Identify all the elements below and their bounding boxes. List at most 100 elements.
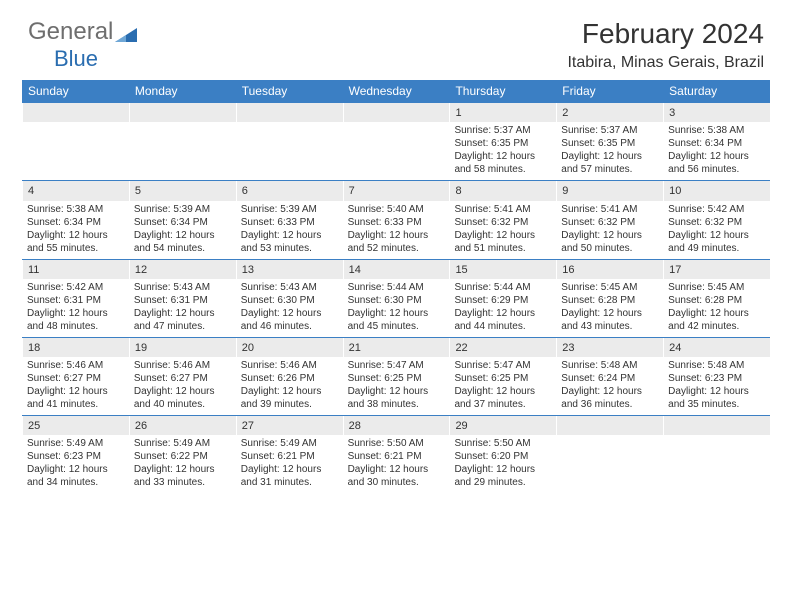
sunset-line: Sunset: 6:34 PM (134, 216, 231, 229)
calendar-cell: 14Sunrise: 5:44 AMSunset: 6:30 PMDayligh… (343, 260, 450, 337)
sunset-line: Sunset: 6:34 PM (27, 216, 124, 229)
day-info: Sunrise: 5:45 AMSunset: 6:28 PMDaylight:… (556, 279, 663, 337)
day-number: 28 (343, 416, 450, 435)
calendar-cell (343, 103, 450, 180)
day-header: Monday (129, 80, 236, 102)
daylight-line-2: and 31 minutes. (241, 476, 338, 489)
daylight-line-2: and 41 minutes. (27, 398, 124, 411)
sunrise-line: Sunrise: 5:49 AM (241, 437, 338, 450)
calendar-body: 1Sunrise: 5:37 AMSunset: 6:35 PMDaylight… (22, 102, 770, 493)
sunrise-line: Sunrise: 5:41 AM (561, 203, 658, 216)
sunset-line: Sunset: 6:24 PM (561, 372, 658, 385)
calendar-cell: 23Sunrise: 5:48 AMSunset: 6:24 PMDayligh… (556, 338, 663, 415)
sunset-line: Sunset: 6:30 PM (241, 294, 338, 307)
day-number: 4 (22, 181, 129, 200)
calendar-cell: 24Sunrise: 5:48 AMSunset: 6:23 PMDayligh… (663, 338, 770, 415)
calendar-cell: 26Sunrise: 5:49 AMSunset: 6:22 PMDayligh… (129, 416, 236, 493)
sunset-line: Sunset: 6:28 PM (561, 294, 658, 307)
sunset-line: Sunset: 6:35 PM (561, 137, 658, 150)
day-number: 23 (556, 338, 663, 357)
calendar-header-row: SundayMondayTuesdayWednesdayThursdayFrid… (22, 80, 770, 102)
daylight-line-2: and 54 minutes. (134, 242, 231, 255)
daylight-line-1: Daylight: 12 hours (668, 307, 765, 320)
calendar-cell (663, 416, 770, 493)
daylight-line-1: Daylight: 12 hours (348, 463, 445, 476)
day-number: 7 (343, 181, 450, 200)
calendar-cell (556, 416, 663, 493)
logo-text-blue: Blue (54, 46, 98, 72)
day-number: 15 (449, 260, 556, 279)
sunrise-line: Sunrise: 5:43 AM (134, 281, 231, 294)
calendar-cell: 8Sunrise: 5:41 AMSunset: 6:32 PMDaylight… (449, 181, 556, 258)
day-number (129, 103, 236, 122)
day-header: Sunday (22, 80, 129, 102)
sunrise-line: Sunrise: 5:39 AM (134, 203, 231, 216)
sunrise-line: Sunrise: 5:50 AM (348, 437, 445, 450)
day-number: 3 (663, 103, 770, 122)
sunrise-line: Sunrise: 5:46 AM (241, 359, 338, 372)
calendar-cell: 29Sunrise: 5:50 AMSunset: 6:20 PMDayligh… (449, 416, 556, 493)
sunrise-line: Sunrise: 5:38 AM (27, 203, 124, 216)
calendar-week: 1Sunrise: 5:37 AMSunset: 6:35 PMDaylight… (22, 102, 770, 180)
daylight-line-1: Daylight: 12 hours (348, 307, 445, 320)
day-number: 12 (129, 260, 236, 279)
sunrise-line: Sunrise: 5:42 AM (27, 281, 124, 294)
calendar-cell: 4Sunrise: 5:38 AMSunset: 6:34 PMDaylight… (22, 181, 129, 258)
sunrise-line: Sunrise: 5:49 AM (27, 437, 124, 450)
sunrise-line: Sunrise: 5:43 AM (241, 281, 338, 294)
day-number: 18 (22, 338, 129, 357)
sunrise-line: Sunrise: 5:45 AM (561, 281, 658, 294)
sunrise-line: Sunrise: 5:39 AM (241, 203, 338, 216)
day-header: Thursday (449, 80, 556, 102)
daylight-line-2: and 38 minutes. (348, 398, 445, 411)
day-number (663, 416, 770, 435)
day-number: 20 (236, 338, 343, 357)
daylight-line-2: and 46 minutes. (241, 320, 338, 333)
sunset-line: Sunset: 6:33 PM (241, 216, 338, 229)
day-number: 8 (449, 181, 556, 200)
daylight-line-1: Daylight: 12 hours (348, 229, 445, 242)
day-info: Sunrise: 5:47 AMSunset: 6:25 PMDaylight:… (449, 357, 556, 415)
day-info: Sunrise: 5:47 AMSunset: 6:25 PMDaylight:… (343, 357, 450, 415)
daylight-line-1: Daylight: 12 hours (241, 385, 338, 398)
day-info: Sunrise: 5:43 AMSunset: 6:31 PMDaylight:… (129, 279, 236, 337)
sunset-line: Sunset: 6:30 PM (348, 294, 445, 307)
calendar-cell: 1Sunrise: 5:37 AMSunset: 6:35 PMDaylight… (449, 103, 556, 180)
daylight-line-1: Daylight: 12 hours (134, 229, 231, 242)
sunset-line: Sunset: 6:32 PM (668, 216, 765, 229)
day-number (22, 103, 129, 122)
daylight-line-1: Daylight: 12 hours (134, 463, 231, 476)
daylight-line-2: and 55 minutes. (27, 242, 124, 255)
sunset-line: Sunset: 6:23 PM (27, 450, 124, 463)
sunset-line: Sunset: 6:32 PM (454, 216, 551, 229)
daylight-line-2: and 39 minutes. (241, 398, 338, 411)
sunset-line: Sunset: 6:21 PM (241, 450, 338, 463)
day-info: Sunrise: 5:49 AMSunset: 6:23 PMDaylight:… (22, 435, 129, 493)
calendar-cell: 6Sunrise: 5:39 AMSunset: 6:33 PMDaylight… (236, 181, 343, 258)
sunset-line: Sunset: 6:28 PM (668, 294, 765, 307)
logo-text-general: General (28, 18, 113, 46)
sunrise-line: Sunrise: 5:44 AM (454, 281, 551, 294)
sunrise-line: Sunrise: 5:44 AM (348, 281, 445, 294)
day-info: Sunrise: 5:39 AMSunset: 6:34 PMDaylight:… (129, 201, 236, 259)
calendar-week: 25Sunrise: 5:49 AMSunset: 6:23 PMDayligh… (22, 415, 770, 493)
day-number (556, 416, 663, 435)
sunset-line: Sunset: 6:33 PM (348, 216, 445, 229)
daylight-line-2: and 33 minutes. (134, 476, 231, 489)
daylight-line-2: and 43 minutes. (561, 320, 658, 333)
day-number (236, 103, 343, 122)
sunrise-line: Sunrise: 5:41 AM (454, 203, 551, 216)
day-number: 29 (449, 416, 556, 435)
day-info: Sunrise: 5:40 AMSunset: 6:33 PMDaylight:… (343, 201, 450, 259)
day-number: 16 (556, 260, 663, 279)
day-info: Sunrise: 5:43 AMSunset: 6:30 PMDaylight:… (236, 279, 343, 337)
calendar-cell: 25Sunrise: 5:49 AMSunset: 6:23 PMDayligh… (22, 416, 129, 493)
sunrise-line: Sunrise: 5:47 AM (454, 359, 551, 372)
daylight-line-1: Daylight: 12 hours (27, 307, 124, 320)
daylight-line-1: Daylight: 12 hours (561, 385, 658, 398)
day-number: 1 (449, 103, 556, 122)
day-info: Sunrise: 5:42 AMSunset: 6:31 PMDaylight:… (22, 279, 129, 337)
daylight-line-1: Daylight: 12 hours (668, 150, 765, 163)
calendar: SundayMondayTuesdayWednesdayThursdayFrid… (0, 80, 792, 503)
daylight-line-1: Daylight: 12 hours (454, 307, 551, 320)
